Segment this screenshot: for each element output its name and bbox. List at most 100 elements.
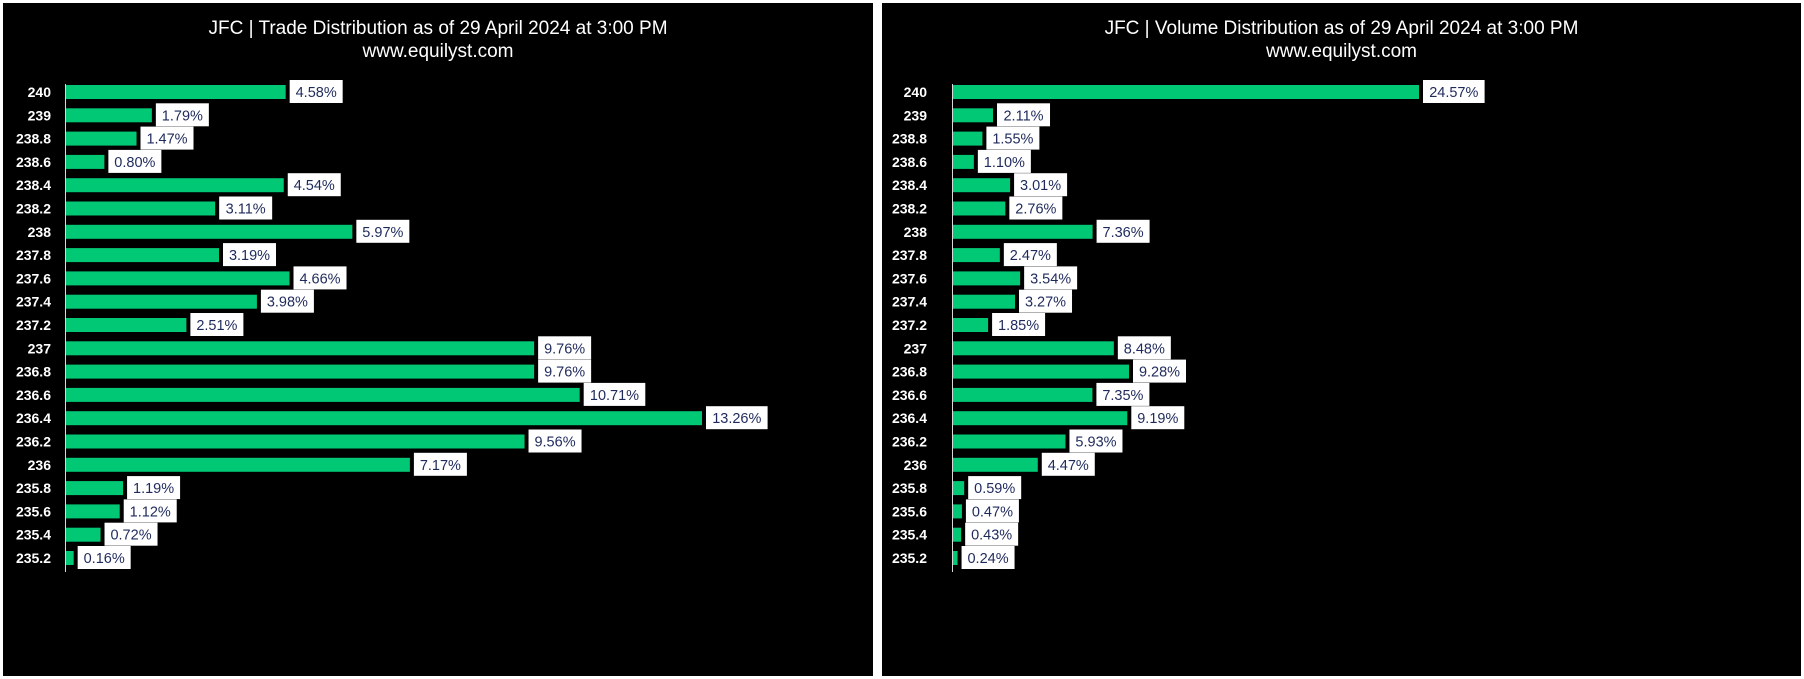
- category-label: 235.6: [892, 503, 927, 519]
- bar: [66, 108, 152, 123]
- bar: [953, 434, 1066, 449]
- data-label-box: [260, 289, 314, 313]
- data-label-box: [219, 196, 273, 220]
- category-label: 238.6: [892, 154, 927, 170]
- data-label-box: [1003, 243, 1057, 267]
- data-label-box: [1133, 359, 1187, 383]
- data-label-box: [190, 313, 244, 336]
- data-label-box: [1131, 406, 1185, 430]
- category-label: 236.6: [892, 387, 927, 403]
- data-label: 2.47%: [1010, 248, 1051, 264]
- category-label: 236.2: [892, 434, 927, 450]
- bar: [953, 131, 983, 146]
- chart-subtitle: www.equilyst.com: [362, 41, 514, 62]
- bar: [66, 504, 120, 519]
- data-label: 4.47%: [1048, 458, 1089, 474]
- category-label: 236.4: [16, 410, 51, 426]
- data-label: 1.55%: [992, 132, 1033, 148]
- data-label-box: [1041, 452, 1095, 476]
- chart-title: JFC | Trade Distribution as of 29 April …: [208, 18, 668, 39]
- data-label-box: [413, 452, 467, 476]
- data-label-box: [123, 499, 177, 523]
- bar: [953, 457, 1038, 472]
- data-label: 2.51%: [196, 318, 237, 334]
- data-label-box: [1019, 289, 1073, 313]
- bar: [66, 318, 187, 332]
- data-label: 0.43%: [971, 528, 1012, 544]
- bar: [953, 224, 1093, 239]
- category-label: 238.2: [16, 201, 51, 217]
- category-label: 240: [28, 84, 52, 100]
- chart-title: JFC | Volume Distribution as of 29 April…: [1104, 18, 1579, 39]
- data-label: 4.58%: [296, 85, 337, 101]
- category-label: 238: [904, 224, 928, 240]
- data-label: 1.85%: [998, 318, 1039, 334]
- bar: [953, 248, 1000, 263]
- category-label: 236.2: [16, 434, 51, 450]
- data-label: 0.16%: [84, 551, 125, 567]
- category-label: 236.8: [892, 364, 927, 380]
- trade-distribution-chart: 240 4.58% 239 1.79% 238.8 1.47% 238.6 0.80% 238.…: [16, 80, 768, 572]
- data-label-box: [108, 149, 162, 173]
- bar: [66, 551, 74, 565]
- data-label: 9.28%: [1139, 365, 1180, 381]
- bar: [66, 294, 257, 309]
- volume-distribution-chart: 240 24.57% 239 2.11% 238.8 1.55% 238.6 1.10% 238…: [892, 80, 1485, 572]
- category-label: 237.8: [16, 247, 51, 263]
- data-label: 9.76%: [544, 365, 585, 381]
- data-label-box: [127, 476, 181, 500]
- bar: [66, 85, 286, 99]
- bar: [953, 318, 989, 332]
- data-label-box: [961, 546, 1015, 569]
- data-label-box: [1096, 219, 1150, 243]
- bar: [953, 201, 1006, 216]
- data-label-box: [583, 382, 646, 406]
- data-label: 4.66%: [299, 271, 340, 287]
- data-label: 9.56%: [534, 435, 575, 451]
- data-label-box: [1423, 80, 1485, 103]
- bar: [953, 387, 1093, 402]
- data-label-box: [104, 522, 158, 546]
- category-label: 235.6: [16, 503, 51, 519]
- trade-distribution-panel: JFC | Trade Distribution as of 29 April …: [3, 3, 873, 676]
- data-label-box: [538, 359, 592, 383]
- bar: [66, 481, 124, 496]
- bar: [953, 294, 1016, 309]
- data-label-box: [223, 243, 277, 267]
- data-label: 9.76%: [544, 341, 585, 357]
- data-label: 0.24%: [967, 551, 1008, 567]
- data-label: 10.71%: [590, 388, 639, 404]
- bar: [66, 224, 353, 239]
- data-label-box: [140, 126, 194, 150]
- bar: [66, 271, 290, 286]
- data-label-box: [1014, 173, 1068, 197]
- bar: [66, 341, 535, 356]
- bar: [66, 248, 220, 263]
- category-label: 235.4: [892, 527, 927, 543]
- data-label: 1.10%: [984, 155, 1025, 171]
- bar: [953, 85, 1419, 99]
- data-label: 0.59%: [974, 481, 1015, 497]
- data-label-box: [77, 546, 131, 569]
- bar: [953, 154, 974, 169]
- category-label: 236.4: [892, 410, 927, 426]
- data-label-box: [1024, 266, 1078, 290]
- category-label: 240: [904, 84, 928, 100]
- category-label: 237.6: [16, 270, 51, 286]
- data-label: 3.19%: [229, 248, 270, 264]
- data-label: 9.19%: [1137, 411, 1178, 427]
- bar: [953, 551, 958, 565]
- category-label: 238.6: [16, 154, 51, 170]
- bar: [66, 364, 535, 379]
- category-label: 236: [28, 457, 52, 473]
- category-label: 238.4: [892, 177, 927, 193]
- category-label: 238.4: [16, 177, 51, 193]
- bar: [953, 527, 962, 542]
- data-label-box: [356, 219, 410, 243]
- category-label: 239: [28, 107, 52, 123]
- data-label-box: [997, 103, 1051, 127]
- data-label-box: [965, 499, 1019, 523]
- data-label-box: [287, 173, 341, 197]
- data-label: 0.47%: [972, 504, 1013, 520]
- bar: [953, 481, 965, 496]
